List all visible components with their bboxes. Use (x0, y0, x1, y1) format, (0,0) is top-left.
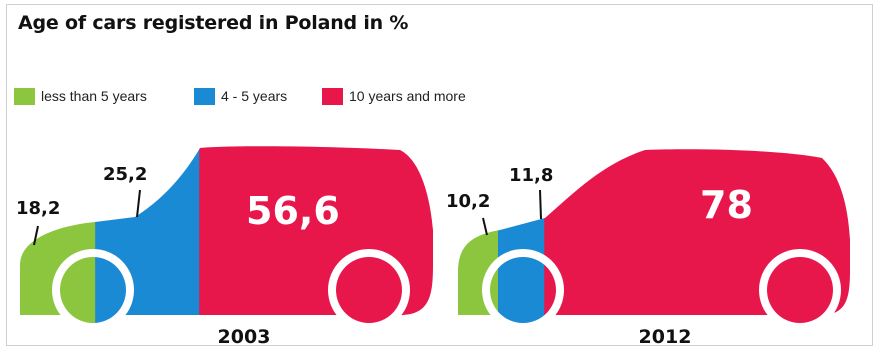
value-label-2003-4-5: 25,2 (103, 164, 147, 185)
chart-frame (6, 4, 873, 346)
category-label-2012: 2012 (639, 326, 692, 348)
value-label-2003-10plus: 56,6 (246, 189, 340, 233)
legend-label: 4 - 5 years (221, 88, 288, 104)
value-label-2003-lt5: 18,2 (16, 198, 60, 219)
category-label-2003: 2003 (218, 326, 271, 348)
value-label-2012-4-5: 11,8 (509, 165, 553, 186)
leader-line (136, 189, 141, 218)
leader-line (482, 217, 488, 236)
value-label-2012-10plus: 78 (700, 183, 753, 227)
wheel-segment (336, 257, 402, 323)
legend-label: 10 years and more (349, 88, 466, 104)
legend-swatch-blue (194, 88, 215, 105)
wheel (336, 257, 402, 323)
leader-line (539, 189, 542, 220)
wheel (490, 257, 556, 323)
leader-line (33, 225, 39, 246)
wheel (767, 257, 833, 323)
chart-title: Age of cars registered in Poland in % (18, 12, 409, 34)
legend-swatch-red (322, 88, 343, 105)
car-2003 (20, 146, 433, 331)
value-label-2012-lt5: 10,2 (446, 191, 490, 212)
wheel-segment (490, 257, 499, 323)
legend-label: less than 5 years (41, 88, 147, 104)
wheel-segment (497, 257, 545, 323)
car-2012 (458, 149, 850, 331)
legend-swatch-green (14, 88, 35, 105)
wheel-segment (767, 257, 833, 323)
wheel-segment (544, 257, 556, 323)
